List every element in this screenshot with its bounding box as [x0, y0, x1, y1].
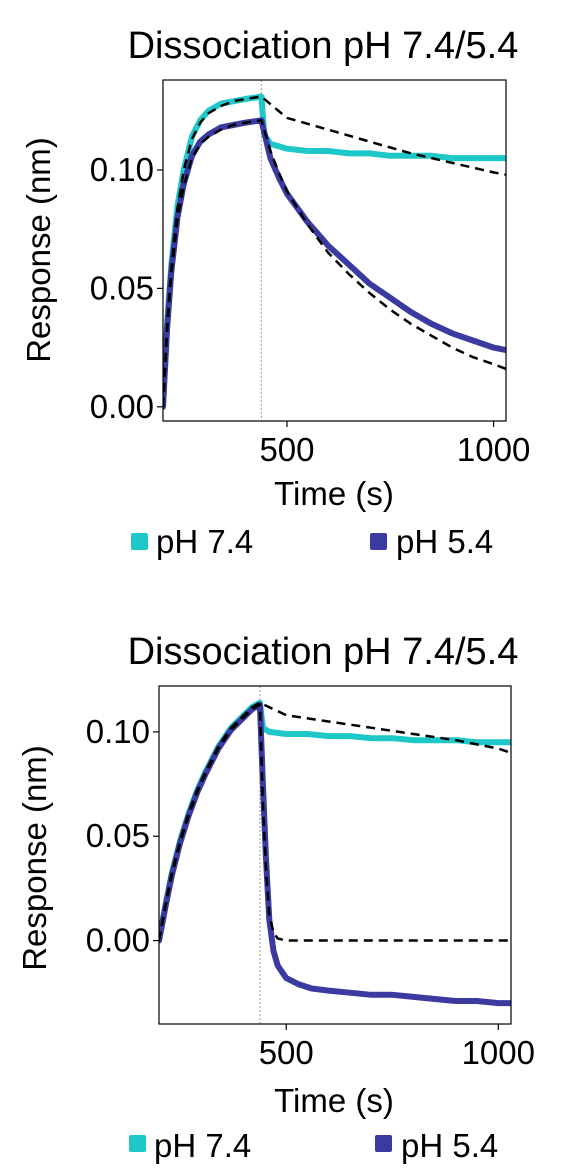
- x-axis-label: Time (s): [274, 475, 394, 512]
- axes-frame: [158, 685, 512, 1025]
- series-line-ph74: [159, 699, 511, 944]
- plot-area: 0.00 0.05 0.10 500 1000: [86, 685, 535, 1071]
- legend-label-ph74: pH 7.4: [154, 1127, 251, 1164]
- y-tick-label: 0.05: [86, 817, 150, 854]
- fit-line-0: [159, 701, 511, 941]
- legend-label-ph54: pH 5.4: [401, 1127, 498, 1164]
- y-axis-label: Response (nm): [20, 137, 57, 363]
- series-group: [163, 93, 506, 410]
- fit-line-1: [163, 118, 506, 407]
- chart-top: Dissociation pH 7.4/5.4 Response (nm) Ti…: [20, 25, 530, 560]
- axes-frame: [162, 79, 507, 422]
- y-tick-label: 0.00: [86, 922, 150, 959]
- legend-swatch-ph74: [129, 1135, 146, 1152]
- x-axis-label: Time (s): [274, 1082, 394, 1119]
- y-tick-label: 0.05: [90, 269, 154, 306]
- x-tick-label: 1000: [457, 431, 530, 468]
- y-tick-label: 0.00: [90, 388, 154, 425]
- x-tick-label: 500: [259, 431, 314, 468]
- fit-line-0: [163, 95, 506, 407]
- series-line-ph54: [159, 701, 511, 1007]
- legend-swatch-ph74: [131, 533, 148, 550]
- y-tick-label: 0.10: [90, 151, 154, 188]
- chart-title: Dissociation pH 7.4/5.4: [128, 25, 519, 67]
- series-group: [159, 699, 511, 1007]
- legend-swatch-ph54: [370, 533, 387, 550]
- chart-title: Dissociation pH 7.4/5.4: [128, 631, 519, 673]
- y-axis-label: Response (nm): [16, 745, 53, 971]
- legend-swatch-ph54: [375, 1135, 392, 1152]
- legend-label-ph74: pH 7.4: [156, 523, 253, 560]
- legend: pH 7.4 pH 5.4: [131, 523, 493, 560]
- y-tick-label: 0.10: [86, 713, 150, 750]
- x-tick-label: 500: [259, 1034, 314, 1071]
- x-tick-label: 1000: [462, 1034, 535, 1071]
- fit-line-1: [159, 702, 511, 942]
- legend-label-ph54: pH 5.4: [396, 523, 493, 560]
- chart-bottom: Dissociation pH 7.4/5.4 Response (nm) Ti…: [16, 631, 535, 1164]
- plot-area: 0.00 0.05 0.10 500 1000: [90, 79, 530, 468]
- legend: pH 7.4 pH 5.4: [129, 1127, 498, 1164]
